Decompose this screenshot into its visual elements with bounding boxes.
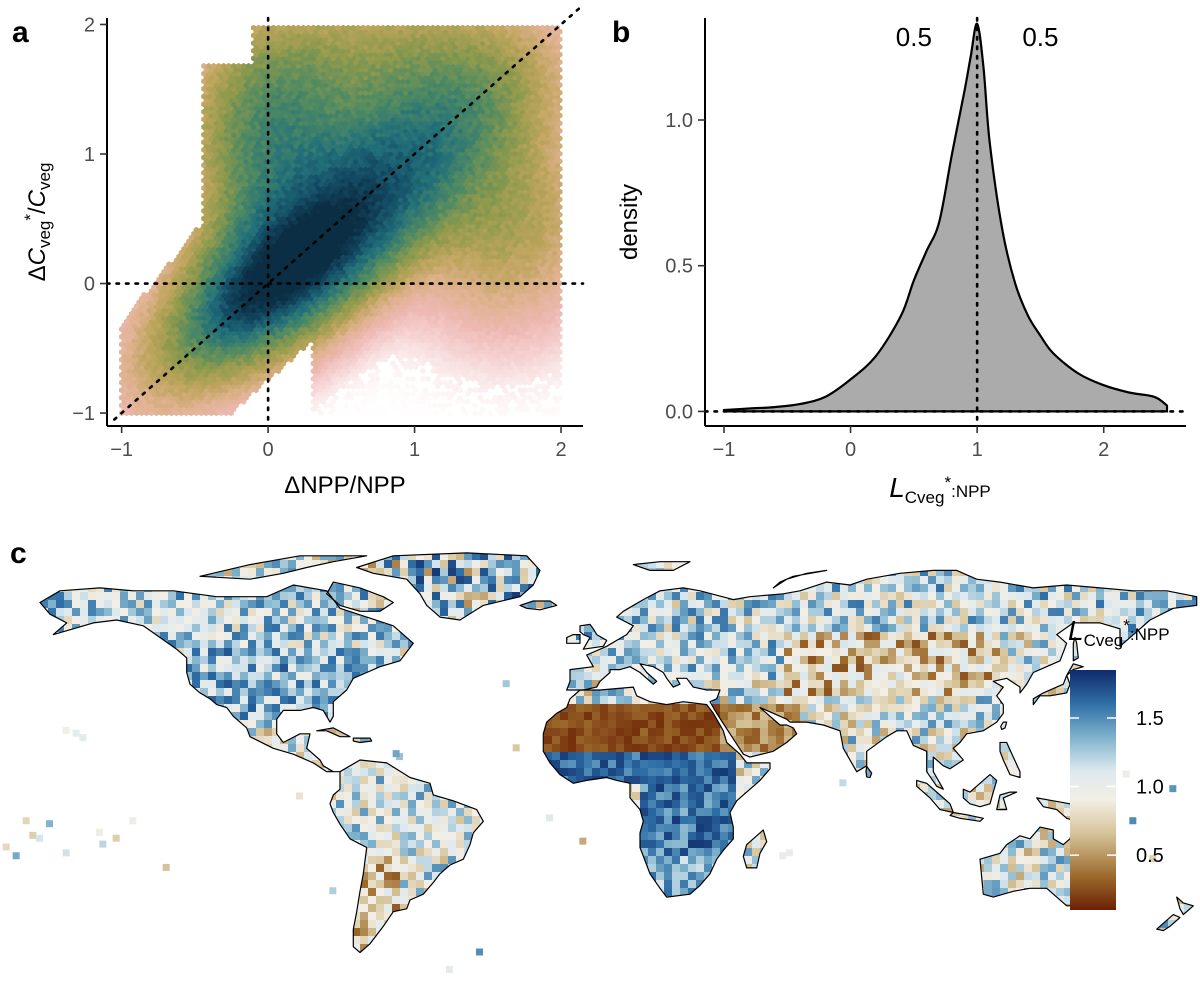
hexbin bbox=[552, 394, 558, 401]
hexbin bbox=[343, 410, 349, 417]
hexbin bbox=[368, 410, 374, 417]
hexbin bbox=[373, 371, 379, 378]
hexbin bbox=[465, 398, 471, 405]
hexbin bbox=[457, 394, 463, 401]
hexbin bbox=[509, 390, 516, 397]
hexbin bbox=[360, 390, 366, 397]
hexbin bbox=[427, 410, 433, 417]
hexbin bbox=[477, 394, 483, 401]
hexbin bbox=[420, 368, 426, 375]
panel-label-a: a bbox=[12, 16, 29, 49]
hexbin bbox=[415, 406, 421, 413]
hexbin bbox=[539, 383, 546, 390]
hexbin bbox=[350, 390, 356, 397]
hexbin bbox=[472, 402, 478, 409]
hexbin bbox=[487, 410, 493, 417]
hexbin bbox=[405, 375, 411, 382]
hexbin bbox=[547, 288, 553, 295]
hexbin bbox=[378, 402, 384, 409]
hexbin bbox=[534, 383, 541, 390]
hexbin bbox=[310, 345, 316, 352]
hexbin bbox=[141, 291, 147, 298]
hexbin bbox=[440, 390, 446, 397]
hexbin bbox=[405, 383, 411, 390]
hexbin bbox=[368, 371, 374, 378]
hexbin bbox=[425, 398, 431, 405]
hexbin bbox=[544, 406, 550, 413]
hexbin bbox=[467, 387, 473, 394]
hexbin bbox=[527, 394, 533, 401]
hexbin bbox=[522, 387, 528, 394]
hexbin bbox=[517, 387, 523, 394]
hexbin bbox=[437, 402, 443, 409]
hexbin bbox=[405, 390, 411, 397]
hexbin bbox=[425, 375, 431, 382]
hexbin bbox=[442, 379, 448, 386]
hexbin bbox=[410, 383, 416, 390]
hexbin bbox=[353, 402, 359, 409]
hexbin bbox=[348, 410, 354, 417]
hexbin-layer bbox=[119, 24, 563, 417]
hexbin bbox=[330, 398, 336, 405]
hexbin bbox=[410, 375, 416, 382]
hexbin bbox=[455, 398, 461, 405]
hexbin bbox=[343, 402, 349, 409]
hexbin bbox=[363, 410, 369, 417]
hexbin bbox=[549, 406, 555, 413]
hexbin bbox=[472, 387, 478, 394]
hexbin bbox=[422, 387, 428, 394]
hexbin bbox=[460, 406, 466, 413]
hexbin bbox=[472, 410, 478, 417]
hexbin bbox=[387, 379, 394, 386]
hexbin bbox=[360, 398, 366, 405]
hexbin bbox=[497, 394, 503, 401]
hexbin bbox=[557, 394, 563, 401]
hexbin bbox=[355, 390, 361, 397]
hexbin bbox=[527, 387, 533, 394]
hexbin bbox=[380, 383, 386, 390]
hexbin bbox=[422, 410, 428, 417]
hexbin bbox=[445, 390, 451, 397]
hexbin bbox=[432, 410, 438, 417]
hexbin bbox=[492, 394, 498, 401]
hexbin bbox=[432, 402, 438, 409]
hexbin bbox=[310, 398, 316, 405]
hexbin bbox=[410, 406, 416, 413]
hexbin bbox=[485, 398, 491, 405]
hexbin bbox=[375, 345, 381, 352]
hexbin bbox=[375, 261, 381, 268]
hexbin bbox=[447, 410, 453, 417]
hexbin bbox=[547, 318, 553, 325]
hexbin bbox=[430, 390, 436, 397]
hexbin bbox=[447, 379, 453, 386]
hexbin bbox=[420, 375, 426, 382]
hexbin bbox=[410, 398, 416, 405]
hexbin bbox=[345, 390, 351, 397]
hexbin bbox=[166, 261, 172, 268]
hexbin bbox=[390, 360, 396, 367]
hexbin bbox=[514, 398, 521, 405]
hexbin bbox=[447, 402, 453, 409]
hexbin bbox=[435, 390, 441, 397]
hexbin bbox=[554, 406, 560, 413]
hexbin bbox=[395, 383, 401, 390]
hexbin bbox=[480, 406, 486, 413]
hexbin bbox=[442, 402, 448, 409]
